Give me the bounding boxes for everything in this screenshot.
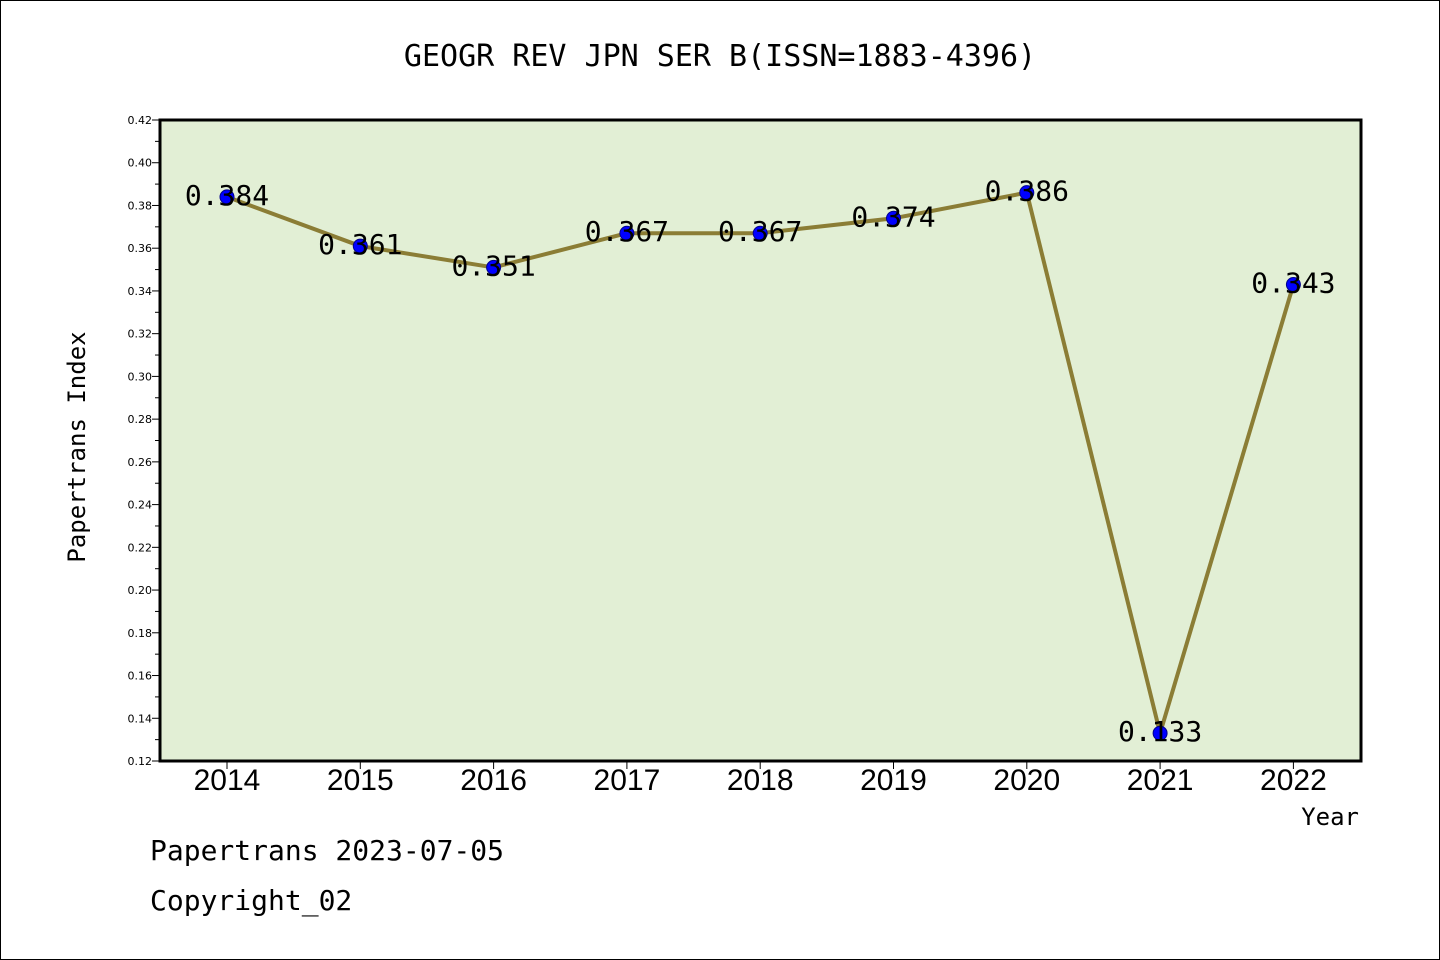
data-labels: 0.384 0.361 0.351 0.367 0.367 0.374 0.386 0.133… xyxy=(185,175,1336,749)
data-label: 0.133 xyxy=(1118,715,1202,748)
y-tick-label: 0.26 xyxy=(128,456,153,469)
y-tick-label: 0.30 xyxy=(128,370,153,383)
data-markers xyxy=(219,185,1301,741)
y-axis-label: Papertrans Index xyxy=(63,331,91,562)
data-label: 0.351 xyxy=(451,249,535,282)
x-tick-label: 2020 xyxy=(993,764,1060,797)
data-label: 0.367 xyxy=(718,215,802,248)
x-tick-label: 2016 xyxy=(460,764,527,797)
x-tick-label: 2019 xyxy=(860,764,927,797)
data-label: 0.374 xyxy=(851,200,935,233)
data-point xyxy=(352,238,368,254)
y-tick-label: 0.22 xyxy=(128,541,153,554)
data-label: 0.367 xyxy=(585,215,669,248)
y-tick-label: 0.18 xyxy=(128,627,153,640)
y-tick-label: 0.28 xyxy=(128,413,153,426)
data-label: 0.384 xyxy=(185,179,269,212)
x-tick-label: 2021 xyxy=(1127,764,1194,797)
y-tick-label: 0.34 xyxy=(128,285,153,298)
y-tick-label: 0.14 xyxy=(128,712,153,725)
y-tick-label: 0.20 xyxy=(128,584,153,597)
y-tick-label: 0.12 xyxy=(128,755,153,768)
data-point xyxy=(219,189,235,205)
y-tick-label: 0.42 xyxy=(128,114,153,127)
data-point xyxy=(619,225,635,241)
y-tick-label: 0.38 xyxy=(128,199,153,212)
x-tick-label: 2022 xyxy=(1260,764,1327,797)
data-label: 0.361 xyxy=(318,228,402,261)
data-label: 0.343 xyxy=(1251,267,1335,300)
x-axis: 2014 2015 2016 2017 2018 2019 2020 2021 2022 xyxy=(194,761,1327,797)
footer-copyright: Copyright_02 xyxy=(150,884,353,917)
data-point xyxy=(1019,185,1035,201)
x-tick-label: 2015 xyxy=(327,764,394,797)
x-axis-label: Year xyxy=(1301,803,1359,831)
chart-title: GEOGR REV JPN SER B(ISSN=1883-4396) xyxy=(404,39,1036,74)
footer-date: Papertrans 2023-07-05 xyxy=(150,834,505,867)
y-tick-label: 0.32 xyxy=(128,328,153,341)
x-tick-label: 2017 xyxy=(594,764,661,797)
y-tick-label: 0.36 xyxy=(128,242,153,255)
data-label: 0.386 xyxy=(985,175,1069,208)
y-tick-label: 0.24 xyxy=(128,499,153,512)
y-axis: 0.12 0.14 0.16 0.18 0.20 0.22 0.24 0.26 0.28 0.30… xyxy=(128,114,160,768)
y-tick-label: 0.40 xyxy=(128,157,153,170)
data-point xyxy=(886,210,901,226)
data-point xyxy=(1152,725,1168,741)
y-tick-label: 0.16 xyxy=(128,670,153,683)
data-point xyxy=(1285,277,1301,293)
x-tick-label: 2018 xyxy=(727,764,794,797)
x-tick-label: 2014 xyxy=(194,764,261,797)
data-point xyxy=(486,259,502,275)
data-point xyxy=(752,225,768,241)
